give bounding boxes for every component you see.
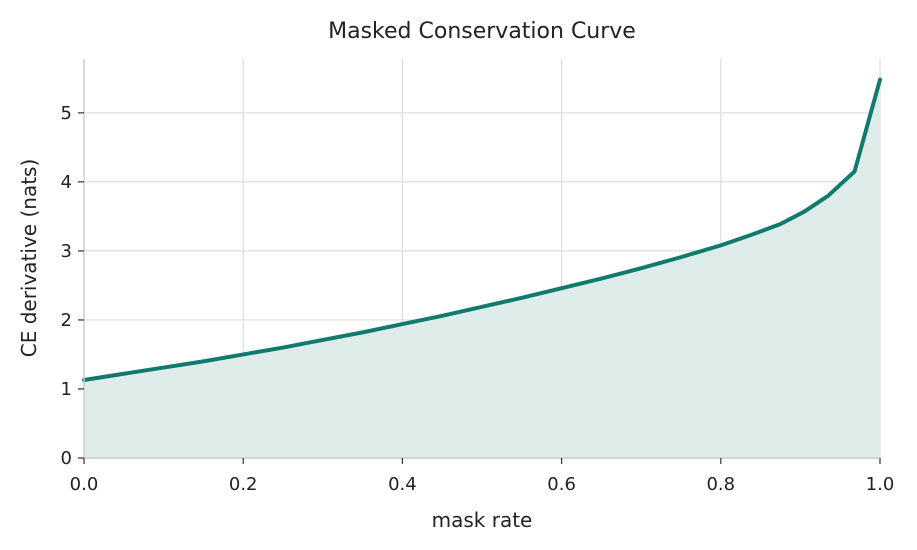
y-tick-label: 4 [61, 172, 72, 193]
y-tick-label: 1 [61, 379, 72, 400]
y-axis-ticks: 0 1 2 3 4 5 [61, 103, 84, 469]
series-line [82, 77, 882, 382]
y-tick-label: 3 [61, 241, 72, 262]
x-tick-label: 0.8 [706, 474, 735, 495]
x-tick-label: 0.6 [547, 474, 576, 495]
y-axis-label: CE derivative (nats) [17, 159, 41, 358]
x-tick-label: 0.0 [70, 474, 99, 495]
y-tick-label: 2 [61, 310, 72, 331]
x-axis-ticks: 0.0 0.2 0.4 0.6 0.8 1.0 [70, 458, 895, 495]
x-tick-label: 0.4 [388, 474, 417, 495]
x-tick-label: 0.2 [229, 474, 258, 495]
axes [83, 59, 880, 459]
x-tick-label: 1.0 [866, 474, 895, 495]
area-fill [84, 79, 880, 459]
chart-title: Masked Conservation Curve [328, 19, 636, 44]
y-tick-label: 0 [61, 448, 72, 469]
x-axis-label: mask rate [432, 508, 533, 532]
y-tick-label: 5 [61, 103, 72, 124]
